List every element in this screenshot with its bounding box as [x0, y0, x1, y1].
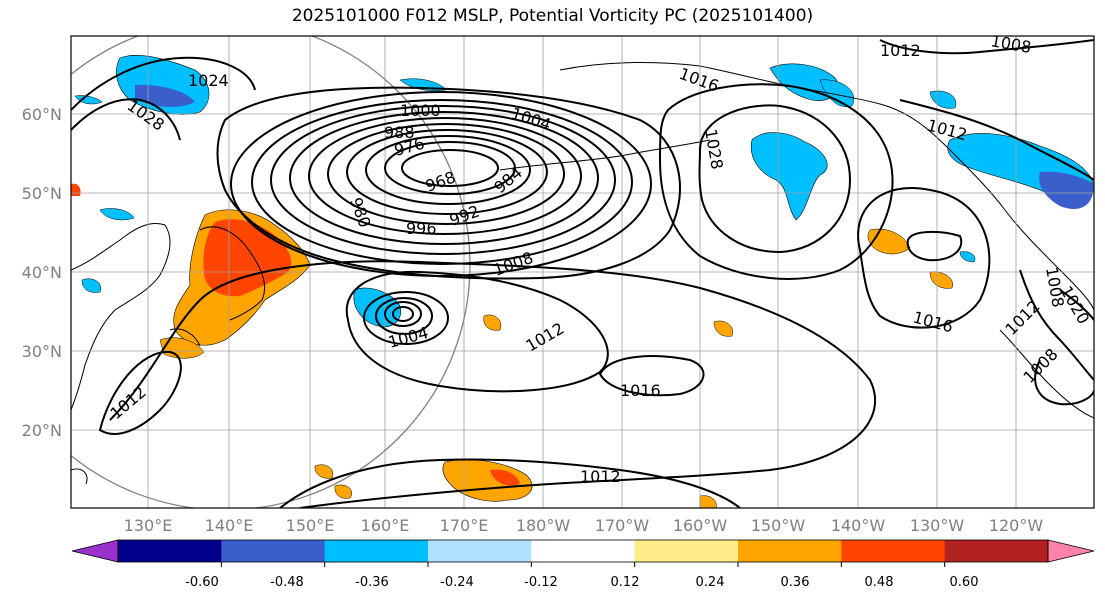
colorbar-tick-label: 0.60	[950, 575, 979, 590]
pv-negative-anomalies	[74, 55, 1094, 328]
map-title: 2025101000 F012 MSLP, Potential Vorticit…	[291, 6, 814, 26]
colorbar	[71, 539, 1095, 567]
lon-label: 160°W	[673, 516, 728, 535]
isobar-label: 1024	[188, 71, 229, 90]
colorbar-tick-label: 0.48	[865, 575, 894, 590]
lon-label: 150°W	[751, 516, 806, 535]
isobar-label: 1016	[620, 381, 661, 400]
map-frame	[70, 35, 1095, 509]
lon-label: 130°W	[910, 516, 965, 535]
lon-label: 180°W	[516, 516, 571, 535]
lat-label: 50°N	[22, 184, 62, 203]
lon-label: 130°E	[124, 516, 173, 535]
colorbar-tick-label: 0.36	[781, 575, 810, 590]
lat-label: 60°N	[22, 105, 62, 124]
colorbar-tick-label: -0.24	[440, 575, 474, 590]
colorbar-outline	[117, 539, 1049, 563]
isobar-label: 996	[406, 219, 437, 238]
lon-label: 120°W	[989, 516, 1044, 535]
isobar-label: 1012	[580, 467, 621, 486]
lon-label: 160°E	[361, 516, 410, 535]
colorbar-bin	[324, 540, 429, 562]
colorbar-extend-low	[71, 539, 119, 563]
isobar-label: 1012	[880, 41, 921, 60]
colorbar-tick-label: 0.12	[611, 575, 640, 590]
colorbar-bin	[118, 540, 222, 562]
graticule	[71, 36, 1094, 508]
map-panel: 1024 1028 1000 1004 988 976 968 984 980 …	[71, 31, 1094, 508]
colorbar-bin	[738, 540, 842, 562]
mslp-isobars	[71, 39, 1094, 508]
lon-label: 140°W	[831, 516, 886, 535]
latitude-labels: 60°N 50°N 40°N 30°N 20°N	[22, 105, 62, 440]
lon-label: 170°E	[440, 516, 489, 535]
lon-label: 170°W	[595, 516, 650, 535]
colorbar-tick-label: 0.24	[696, 575, 725, 590]
isobar-label: 988	[384, 123, 415, 142]
lat-label: 40°N	[22, 263, 62, 282]
lon-label: 150°E	[286, 516, 335, 535]
colorbar-tick-label: -0.36	[355, 575, 389, 590]
colorbar-bin	[634, 540, 739, 562]
colorbar-extend-high	[1047, 539, 1095, 563]
colorbar-bin	[944, 540, 1049, 562]
colorbar-tick-label: -0.12	[524, 575, 558, 590]
colorbar-bin	[428, 540, 532, 562]
lat-label: 20°N	[22, 421, 62, 440]
colorbar-bin	[841, 540, 946, 562]
isobar-label: 1008	[989, 31, 1032, 57]
lon-label: 140°E	[205, 516, 254, 535]
colorbar-bin	[531, 540, 636, 562]
lat-label: 30°N	[22, 342, 62, 361]
isobar-label: 1000	[400, 101, 441, 120]
colorbar-tick-label: -0.60	[185, 575, 219, 590]
range-circle	[71, 36, 471, 508]
colorbar-tick-label: -0.48	[270, 575, 304, 590]
colorbar-bin	[221, 540, 326, 562]
colorbar-tick-labels: -0.60 -0.48 -0.36 -0.24 -0.12 0.12 0.24 …	[185, 575, 978, 590]
longitude-labels: 130°E 140°E 150°E 160°E 170°E 180°W 170°…	[124, 516, 1044, 535]
